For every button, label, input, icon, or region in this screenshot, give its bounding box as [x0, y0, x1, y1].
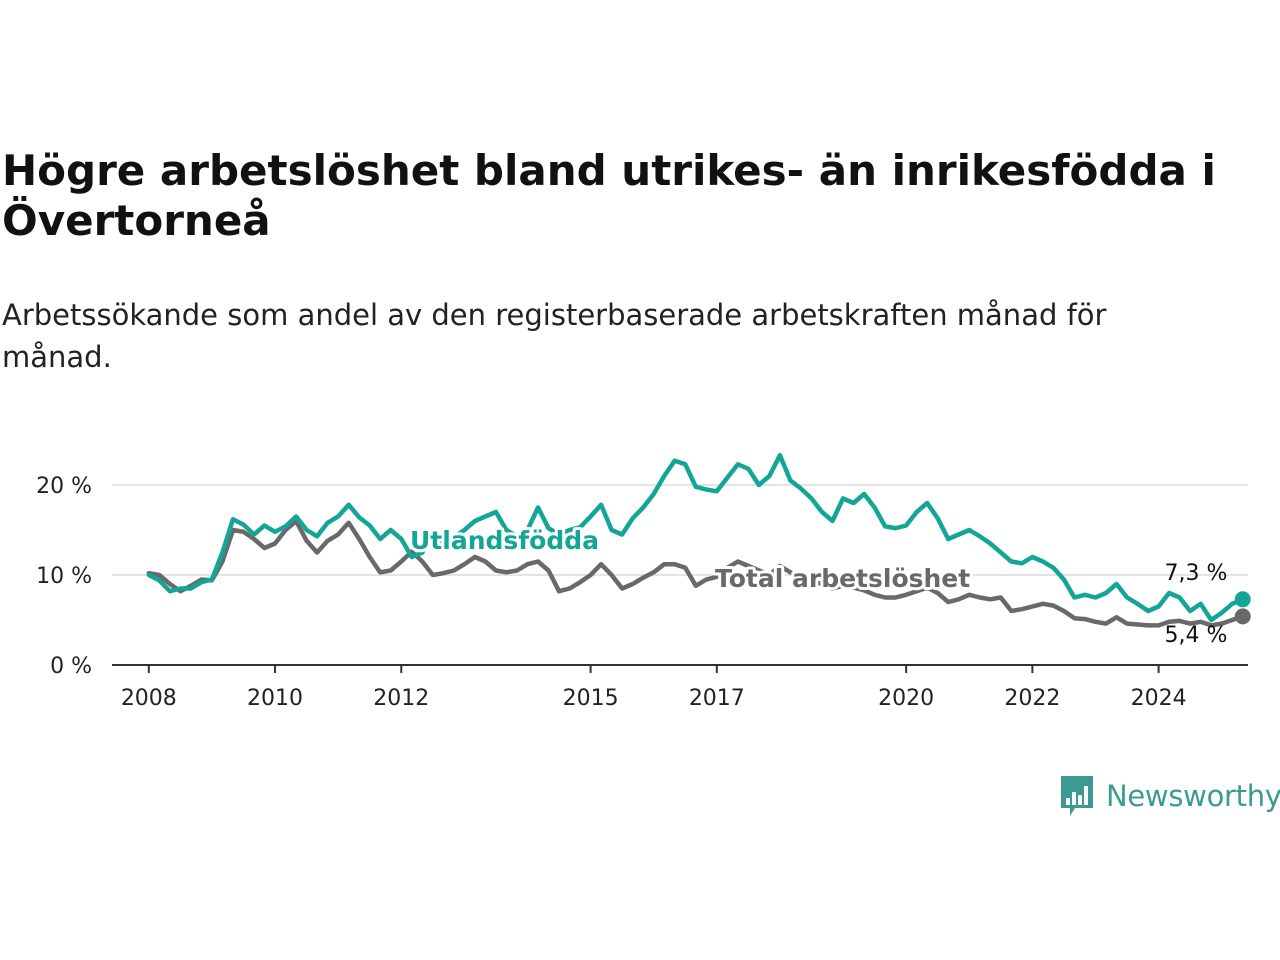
x-tick-label: 2012 — [373, 686, 429, 711]
x-tick-label: 2024 — [1131, 686, 1187, 711]
x-tick-label: 2008 — [121, 686, 177, 711]
line-chart: 0 % 10 % 20 % 2008 2010 2012 2015 2017 2020 2022… — [36, 453, 1251, 711]
x-tick-label: 2010 — [247, 686, 303, 711]
end-value-label-utlandsfodda: 7,3 % — [1165, 561, 1228, 586]
x-tick-label: 2020 — [878, 686, 934, 711]
series-end-point — [1234, 608, 1251, 625]
series-line — [146, 518, 1245, 628]
x-tick-label: 2015 — [563, 686, 619, 711]
series-line — [146, 453, 1245, 623]
series-lines — [146, 453, 1251, 628]
x-axis-ticks: 2008 2010 2012 2015 2017 2020 2022 2024 — [121, 665, 1187, 711]
series-label-total: Total arbetslöshet — [715, 564, 970, 593]
series-label-utlandsfodda: Utlandsfödda — [410, 526, 599, 555]
y-tick-label: 10 % — [36, 564, 92, 589]
y-tick-label: 20 % — [36, 474, 92, 499]
chart-title: Högre arbetslöshet bland utrikes- än inr… — [2, 146, 1216, 245]
newsworthy-logo-icon — [1061, 776, 1093, 816]
gridlines — [112, 484, 1248, 666]
brand-logo: Newsworthy — [1058, 774, 1280, 818]
x-tick-label: 2017 — [689, 686, 745, 711]
series-end-point — [1234, 591, 1251, 608]
y-tick-label: 0 % — [50, 654, 92, 679]
y-axis-ticks: 0 % 10 % 20 % — [36, 474, 92, 679]
series-label-total-halo: Total arbetslöshet — [715, 564, 970, 593]
chart-subtitle: Arbetssökande som andel av den registerb… — [2, 298, 1107, 374]
end-value-label-total: 5,4 % — [1165, 623, 1228, 648]
series-label-utlandsfodda-halo: Utlandsfödda — [410, 526, 599, 555]
x-tick-label: 2022 — [1004, 686, 1060, 711]
brand-name: Newsworthy — [1106, 779, 1280, 813]
